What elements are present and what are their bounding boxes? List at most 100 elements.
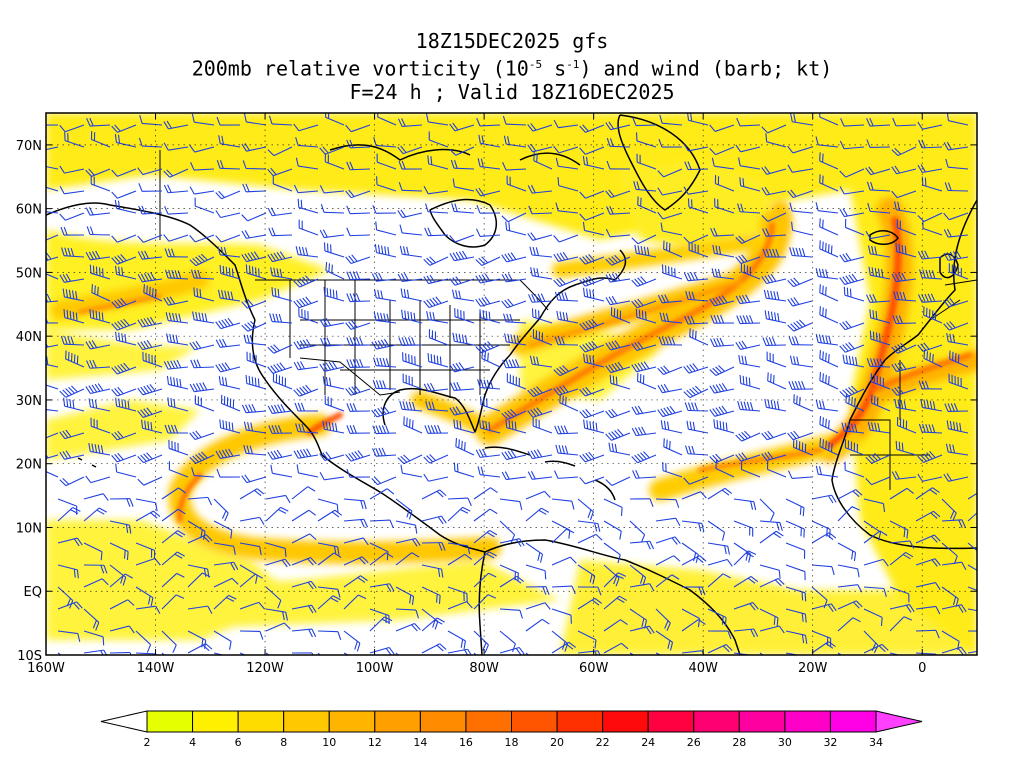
wind-barb bbox=[839, 168, 865, 178]
wind-barb bbox=[215, 317, 241, 330]
wind-barb bbox=[837, 600, 863, 610]
wind-barb bbox=[891, 190, 917, 199]
wind-barb bbox=[631, 426, 657, 437]
wind-barb bbox=[59, 124, 85, 133]
wind-barb bbox=[424, 424, 449, 434]
wind-barb bbox=[819, 350, 839, 368]
wind-barb bbox=[371, 272, 397, 282]
wind-barb bbox=[83, 630, 105, 646]
wind-barb bbox=[709, 146, 735, 156]
wind-barb bbox=[865, 452, 891, 464]
wind-barb bbox=[605, 189, 631, 198]
wind-barb bbox=[139, 115, 163, 126]
wind-barb bbox=[137, 452, 163, 464]
wind-barb bbox=[948, 373, 969, 390]
wind-barb bbox=[267, 167, 293, 177]
wind-barb bbox=[111, 190, 137, 199]
wind-barb bbox=[295, 423, 319, 434]
wind-barb bbox=[137, 250, 163, 260]
wind-barb bbox=[423, 296, 449, 308]
wind-barbs bbox=[46, 113, 977, 655]
wind-barb bbox=[475, 228, 501, 237]
wind-barb bbox=[681, 586, 706, 596]
wind-barb bbox=[345, 254, 371, 264]
title-exp-2: -1 bbox=[566, 58, 580, 71]
colorbar-swatch bbox=[283, 710, 330, 733]
wind-barb bbox=[631, 276, 657, 287]
wind-barb bbox=[346, 161, 371, 171]
wind-barb bbox=[843, 286, 865, 302]
wind-barb bbox=[137, 167, 163, 176]
wind-barb bbox=[759, 652, 764, 655]
wind-barb bbox=[863, 558, 889, 567]
wind-barb bbox=[111, 297, 137, 309]
wind-barb bbox=[218, 376, 241, 390]
wind-barb bbox=[268, 227, 293, 237]
wind-barb bbox=[64, 132, 85, 148]
wind-barb bbox=[109, 520, 132, 534]
wind-barb bbox=[738, 157, 761, 170]
wind-barb bbox=[425, 113, 449, 126]
wind-barb bbox=[892, 117, 917, 127]
wind-barb bbox=[86, 117, 111, 127]
wind-barb bbox=[298, 308, 319, 324]
wind-barb bbox=[137, 383, 163, 396]
wind-barb bbox=[759, 520, 783, 531]
wind-barb bbox=[270, 464, 293, 478]
wind-barb bbox=[83, 608, 100, 631]
wind-barb bbox=[687, 198, 709, 214]
wind-barb bbox=[609, 374, 631, 390]
wind-barb bbox=[605, 361, 631, 374]
wind-barb bbox=[501, 408, 527, 420]
wind-barb bbox=[525, 490, 551, 500]
wind-barb bbox=[243, 444, 267, 456]
wind-barb bbox=[867, 202, 891, 214]
wind-barb bbox=[553, 251, 579, 262]
wind-barb bbox=[766, 351, 787, 368]
wind-barb bbox=[46, 234, 59, 241]
colorbar-tick-label: 16 bbox=[459, 736, 473, 749]
wind-barb bbox=[46, 265, 59, 280]
wind-barb bbox=[427, 352, 449, 368]
wind-barb bbox=[635, 308, 657, 324]
wind-barb bbox=[605, 295, 631, 306]
wind-barb bbox=[504, 333, 527, 346]
wind-barb bbox=[660, 222, 683, 236]
wind-barb bbox=[343, 594, 367, 610]
wind-barb bbox=[709, 382, 735, 394]
wind-barb bbox=[837, 617, 861, 632]
wind-barb bbox=[143, 284, 163, 302]
wind-barb bbox=[740, 460, 761, 478]
wind-barb bbox=[46, 124, 59, 126]
wind-barb bbox=[681, 555, 707, 566]
wind-barb bbox=[60, 335, 85, 346]
wind-barb bbox=[530, 267, 553, 280]
wind-barb bbox=[501, 449, 527, 461]
wind-barb bbox=[634, 244, 657, 258]
wind-barb bbox=[554, 291, 579, 302]
wind-barb bbox=[267, 251, 293, 263]
wind-barb bbox=[577, 520, 601, 532]
wind-barb bbox=[499, 608, 523, 619]
wind-barb bbox=[606, 205, 631, 215]
wind-barb bbox=[369, 519, 394, 529]
wind-barb bbox=[579, 476, 605, 485]
wind-barb bbox=[324, 153, 345, 170]
wind-barb bbox=[346, 359, 371, 368]
wind-barb bbox=[632, 470, 657, 479]
wind-barb bbox=[135, 498, 158, 512]
wind-barb bbox=[189, 253, 215, 267]
wind-barb bbox=[657, 405, 683, 418]
title-exp-1: -5 bbox=[528, 58, 543, 71]
wind-barb bbox=[477, 466, 501, 478]
wind-barb bbox=[216, 160, 241, 170]
colorbar-tick-label: 26 bbox=[687, 736, 701, 749]
wind-barb bbox=[191, 113, 215, 126]
wind-barb bbox=[46, 356, 59, 368]
wind-barb bbox=[603, 642, 629, 654]
wind-barb bbox=[715, 459, 735, 478]
wind-barb bbox=[111, 124, 137, 133]
wind-barb bbox=[213, 542, 236, 555]
wind-barb bbox=[213, 577, 239, 588]
wind-barb bbox=[372, 425, 397, 435]
